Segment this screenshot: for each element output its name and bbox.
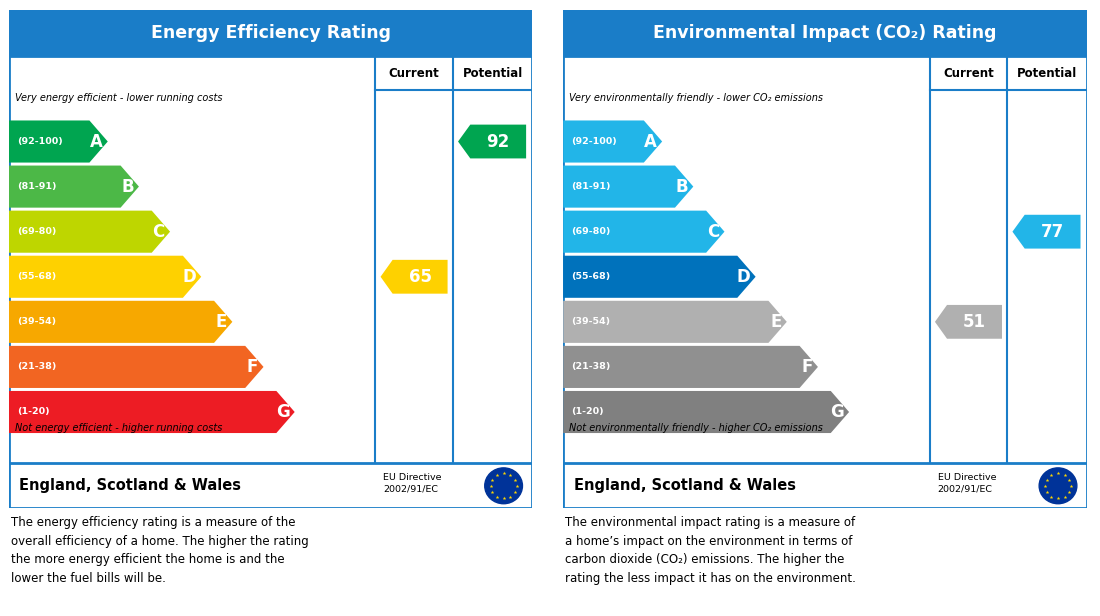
- Text: (81-91): (81-91): [18, 182, 57, 191]
- Text: (69-80): (69-80): [572, 227, 610, 236]
- Text: (1-20): (1-20): [572, 408, 604, 416]
- Polygon shape: [563, 346, 818, 388]
- Text: England, Scotland & Wales: England, Scotland & Wales: [574, 478, 795, 493]
- Text: (81-91): (81-91): [572, 182, 612, 191]
- Text: (92-100): (92-100): [18, 137, 63, 146]
- Text: Potential: Potential: [1016, 67, 1077, 79]
- Text: Potential: Potential: [462, 67, 522, 79]
- Polygon shape: [935, 305, 1002, 339]
- Text: E: E: [216, 313, 227, 331]
- Text: (21-38): (21-38): [18, 362, 56, 371]
- Text: (55-68): (55-68): [572, 272, 610, 282]
- Polygon shape: [9, 391, 295, 433]
- Polygon shape: [9, 301, 232, 343]
- Text: Current: Current: [943, 67, 993, 79]
- Text: The energy efficiency rating is a measure of the
overall efficiency of a home. T: The energy efficiency rating is a measur…: [11, 516, 309, 585]
- Text: F: F: [246, 358, 258, 376]
- Text: A: A: [89, 132, 102, 150]
- Bar: [563, 463, 1087, 508]
- Text: C: C: [153, 222, 165, 241]
- Polygon shape: [563, 166, 693, 208]
- Text: 77: 77: [1041, 222, 1064, 241]
- Text: A: A: [644, 132, 657, 150]
- Polygon shape: [563, 121, 662, 163]
- Text: (39-54): (39-54): [572, 317, 610, 326]
- Circle shape: [1040, 468, 1077, 504]
- Text: F: F: [801, 358, 813, 376]
- Polygon shape: [9, 346, 264, 388]
- Text: B: B: [121, 177, 134, 196]
- Text: 92: 92: [486, 132, 509, 150]
- Polygon shape: [563, 301, 786, 343]
- Bar: [9, 10, 532, 56]
- Text: EU Directive
2002/91/EC: EU Directive 2002/91/EC: [937, 473, 997, 493]
- Circle shape: [485, 468, 522, 504]
- Bar: [9, 463, 532, 508]
- Text: (21-38): (21-38): [572, 362, 610, 371]
- Polygon shape: [563, 391, 849, 433]
- Text: G: G: [830, 403, 844, 421]
- Text: (92-100): (92-100): [572, 137, 617, 146]
- Polygon shape: [563, 211, 725, 253]
- Text: 51: 51: [962, 313, 986, 331]
- Text: Current: Current: [388, 67, 439, 79]
- Text: The environmental impact rating is a measure of
a home’s impact on the environme: The environmental impact rating is a mea…: [565, 516, 856, 585]
- Polygon shape: [9, 121, 108, 163]
- Text: G: G: [276, 403, 289, 421]
- Text: (55-68): (55-68): [18, 272, 56, 282]
- Polygon shape: [9, 256, 201, 298]
- Text: (39-54): (39-54): [18, 317, 56, 326]
- Text: (69-80): (69-80): [18, 227, 56, 236]
- Polygon shape: [9, 211, 170, 253]
- Text: 65: 65: [408, 268, 431, 286]
- Text: Environmental Impact (CO₂) Rating: Environmental Impact (CO₂) Rating: [653, 25, 997, 43]
- Text: E: E: [770, 313, 781, 331]
- Text: C: C: [707, 222, 719, 241]
- Text: D: D: [737, 268, 750, 286]
- Text: Energy Efficiency Rating: Energy Efficiency Rating: [151, 25, 390, 43]
- Polygon shape: [1012, 215, 1080, 249]
- Polygon shape: [381, 260, 448, 294]
- Text: Not environmentally friendly - higher CO₂ emissions: Not environmentally friendly - higher CO…: [570, 423, 824, 432]
- Text: (1-20): (1-20): [18, 408, 50, 416]
- Text: England, Scotland & Wales: England, Scotland & Wales: [20, 478, 241, 493]
- Polygon shape: [563, 256, 756, 298]
- Bar: [563, 10, 1087, 56]
- Text: D: D: [183, 268, 196, 286]
- Text: B: B: [675, 177, 689, 196]
- Polygon shape: [458, 124, 526, 158]
- Text: Very environmentally friendly - lower CO₂ emissions: Very environmentally friendly - lower CO…: [570, 93, 824, 103]
- Text: Very energy efficient - lower running costs: Very energy efficient - lower running co…: [15, 93, 222, 103]
- Polygon shape: [9, 166, 139, 208]
- Text: Not energy efficient - higher running costs: Not energy efficient - higher running co…: [15, 423, 222, 432]
- Text: EU Directive
2002/91/EC: EU Directive 2002/91/EC: [383, 473, 442, 493]
